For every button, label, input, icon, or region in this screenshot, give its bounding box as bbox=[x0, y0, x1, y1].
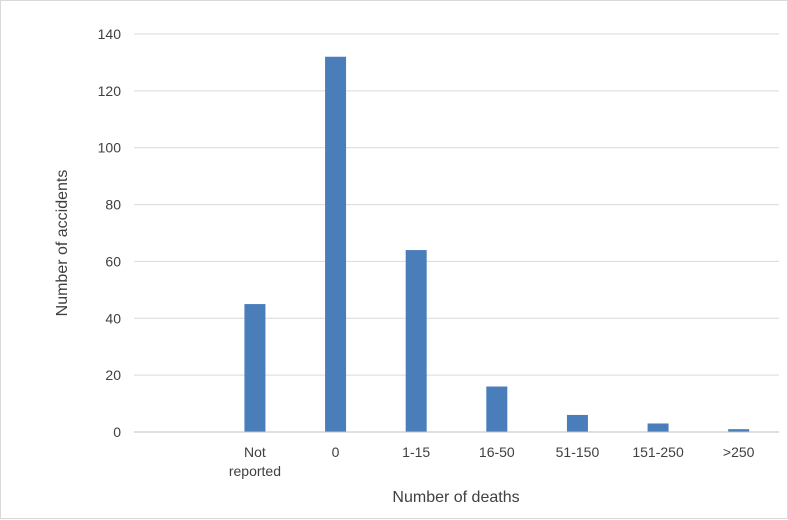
x-tick-label: 1-15 bbox=[402, 444, 430, 460]
x-tick-label: 16-50 bbox=[479, 444, 515, 460]
y-tick-labels: 0 20 40 60 80 100 120 140 bbox=[98, 26, 122, 440]
x-tick-label-line: 51-150 bbox=[556, 444, 600, 460]
y-tick-label: 20 bbox=[105, 367, 121, 383]
x-tick-label-line: 1-15 bbox=[402, 444, 430, 460]
y-tick-label: 140 bbox=[98, 26, 122, 42]
y-tick-label: 100 bbox=[98, 140, 122, 156]
bar bbox=[405, 250, 427, 432]
bar bbox=[486, 386, 508, 432]
x-tick-label-line: 16-50 bbox=[479, 444, 515, 460]
bar bbox=[647, 423, 669, 432]
x-tick-label-line: 0 bbox=[332, 444, 340, 460]
bar bbox=[728, 429, 750, 432]
x-tick-label-line: Not bbox=[244, 444, 266, 460]
bar bbox=[244, 304, 266, 432]
x-tick-label-line: >250 bbox=[723, 444, 755, 460]
x-tick-label: Not reported bbox=[229, 444, 281, 479]
x-axis-title: Number of deaths bbox=[392, 489, 519, 506]
x-tick-label-line: 151-250 bbox=[632, 444, 684, 460]
y-tick-label: 120 bbox=[98, 83, 122, 99]
y-tick-label: 60 bbox=[105, 253, 121, 269]
y-tick-label: 80 bbox=[105, 197, 121, 213]
x-tick-labels: Not reported 0 1-15 16-50 51-150 151-250 >250 bbox=[229, 444, 755, 479]
x-tick-label: 151-250 bbox=[632, 444, 684, 460]
x-tick-label-line: reported bbox=[229, 463, 281, 479]
y-tick-label: 0 bbox=[113, 424, 121, 440]
x-tick-label: >250 bbox=[723, 444, 755, 460]
x-tick-label: 0 bbox=[332, 444, 340, 460]
bar bbox=[566, 414, 588, 432]
bar bbox=[325, 56, 347, 432]
y-axis-title: Number of accidents bbox=[54, 170, 71, 317]
y-tick-label: 40 bbox=[105, 310, 121, 326]
bars bbox=[244, 56, 750, 432]
gridlines bbox=[134, 33, 779, 376]
x-tick-label: 51-150 bbox=[556, 444, 600, 460]
